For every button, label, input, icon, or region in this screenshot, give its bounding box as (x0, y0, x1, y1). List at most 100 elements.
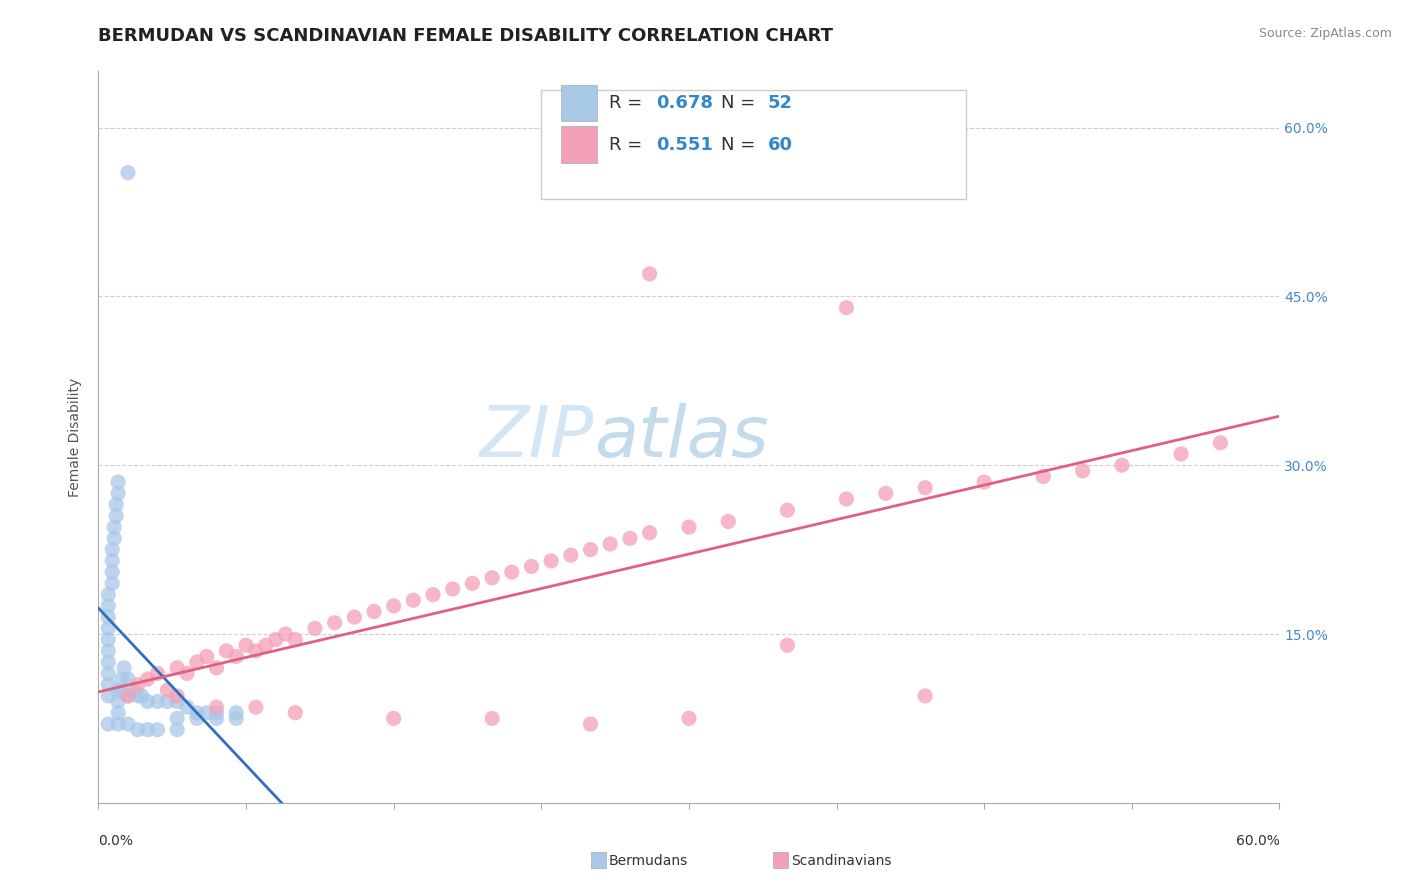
Point (97, 632, 120, 647)
Point (1071, 464, 1094, 478)
Point (107, 486, 129, 500)
Text: N =: N = (721, 136, 761, 153)
Point (973, 475, 995, 489)
Point (146, 694, 169, 708)
FancyBboxPatch shape (541, 90, 966, 200)
Point (1032, 469, 1054, 483)
Text: R =: R = (609, 94, 648, 112)
FancyBboxPatch shape (561, 126, 596, 162)
Point (117, 672, 139, 686)
Point (678, 711, 700, 725)
Text: 0.551: 0.551 (655, 136, 713, 153)
Point (520, 559, 543, 574)
Point (1170, 447, 1192, 461)
Point (101, 576, 124, 591)
Point (127, 678, 149, 692)
Point (776, 638, 799, 652)
Point (579, 542, 602, 557)
Point (501, 565, 523, 579)
Point (776, 503, 799, 517)
Point (97, 717, 120, 731)
Point (101, 565, 124, 579)
Point (112, 661, 135, 675)
Point (101, 554, 124, 568)
Point (97, 644, 120, 658)
Point (97, 655, 120, 669)
Point (363, 605, 385, 619)
Point (186, 711, 208, 725)
Point (560, 548, 582, 562)
Point (117, 689, 139, 703)
Point (914, 481, 936, 495)
Point (402, 593, 425, 607)
Point (105, 508, 128, 523)
Point (107, 694, 129, 708)
Point (107, 706, 129, 720)
Point (835, 301, 858, 315)
Point (284, 706, 307, 720)
Point (382, 599, 405, 613)
Point (117, 166, 139, 180)
Text: 0.0%: 0.0% (98, 834, 134, 848)
Point (186, 706, 208, 720)
Point (122, 683, 145, 698)
Point (166, 694, 188, 708)
Point (284, 632, 307, 647)
Point (579, 717, 602, 731)
Text: N =: N = (721, 94, 761, 112)
Point (97, 599, 120, 613)
Point (146, 723, 169, 737)
Text: 0.678: 0.678 (655, 94, 713, 112)
Point (481, 711, 503, 725)
Point (205, 711, 228, 725)
Point (166, 711, 188, 725)
Point (195, 649, 218, 664)
Point (146, 666, 169, 681)
Point (97, 678, 120, 692)
Text: BERMUDAN VS SCANDINAVIAN FEMALE DISABILITY CORRELATION CHART: BERMUDAN VS SCANDINAVIAN FEMALE DISABILI… (98, 27, 834, 45)
Text: 60: 60 (768, 136, 793, 153)
Point (225, 649, 247, 664)
Point (186, 655, 208, 669)
Point (638, 525, 661, 540)
Point (166, 689, 188, 703)
Text: ZIP: ZIP (479, 402, 595, 472)
Point (136, 723, 159, 737)
Point (107, 683, 129, 698)
Point (97, 610, 120, 624)
Point (1209, 435, 1232, 450)
Point (599, 537, 621, 551)
Point (835, 491, 858, 506)
Point (166, 661, 188, 675)
Point (103, 532, 125, 546)
Point (111, 683, 134, 698)
Point (176, 666, 198, 681)
Point (343, 610, 366, 624)
Point (235, 638, 257, 652)
Point (205, 706, 228, 720)
Text: atlas: atlas (595, 402, 769, 472)
Point (131, 689, 153, 703)
Y-axis label: Female Disability: Female Disability (69, 377, 83, 497)
Point (1111, 458, 1133, 473)
Point (717, 515, 740, 529)
Point (103, 520, 125, 534)
Point (619, 532, 641, 546)
Point (215, 644, 238, 658)
Text: Bermudans: Bermudans (609, 854, 688, 868)
Point (254, 638, 277, 652)
Point (105, 498, 128, 512)
Point (245, 700, 267, 714)
Point (274, 627, 297, 641)
Point (156, 683, 179, 698)
Point (166, 723, 188, 737)
Point (205, 700, 228, 714)
Point (136, 672, 159, 686)
Point (101, 542, 124, 557)
Point (107, 717, 129, 731)
Point (97, 621, 120, 635)
Point (875, 486, 897, 500)
Point (678, 520, 700, 534)
Point (117, 689, 139, 703)
Point (540, 554, 562, 568)
